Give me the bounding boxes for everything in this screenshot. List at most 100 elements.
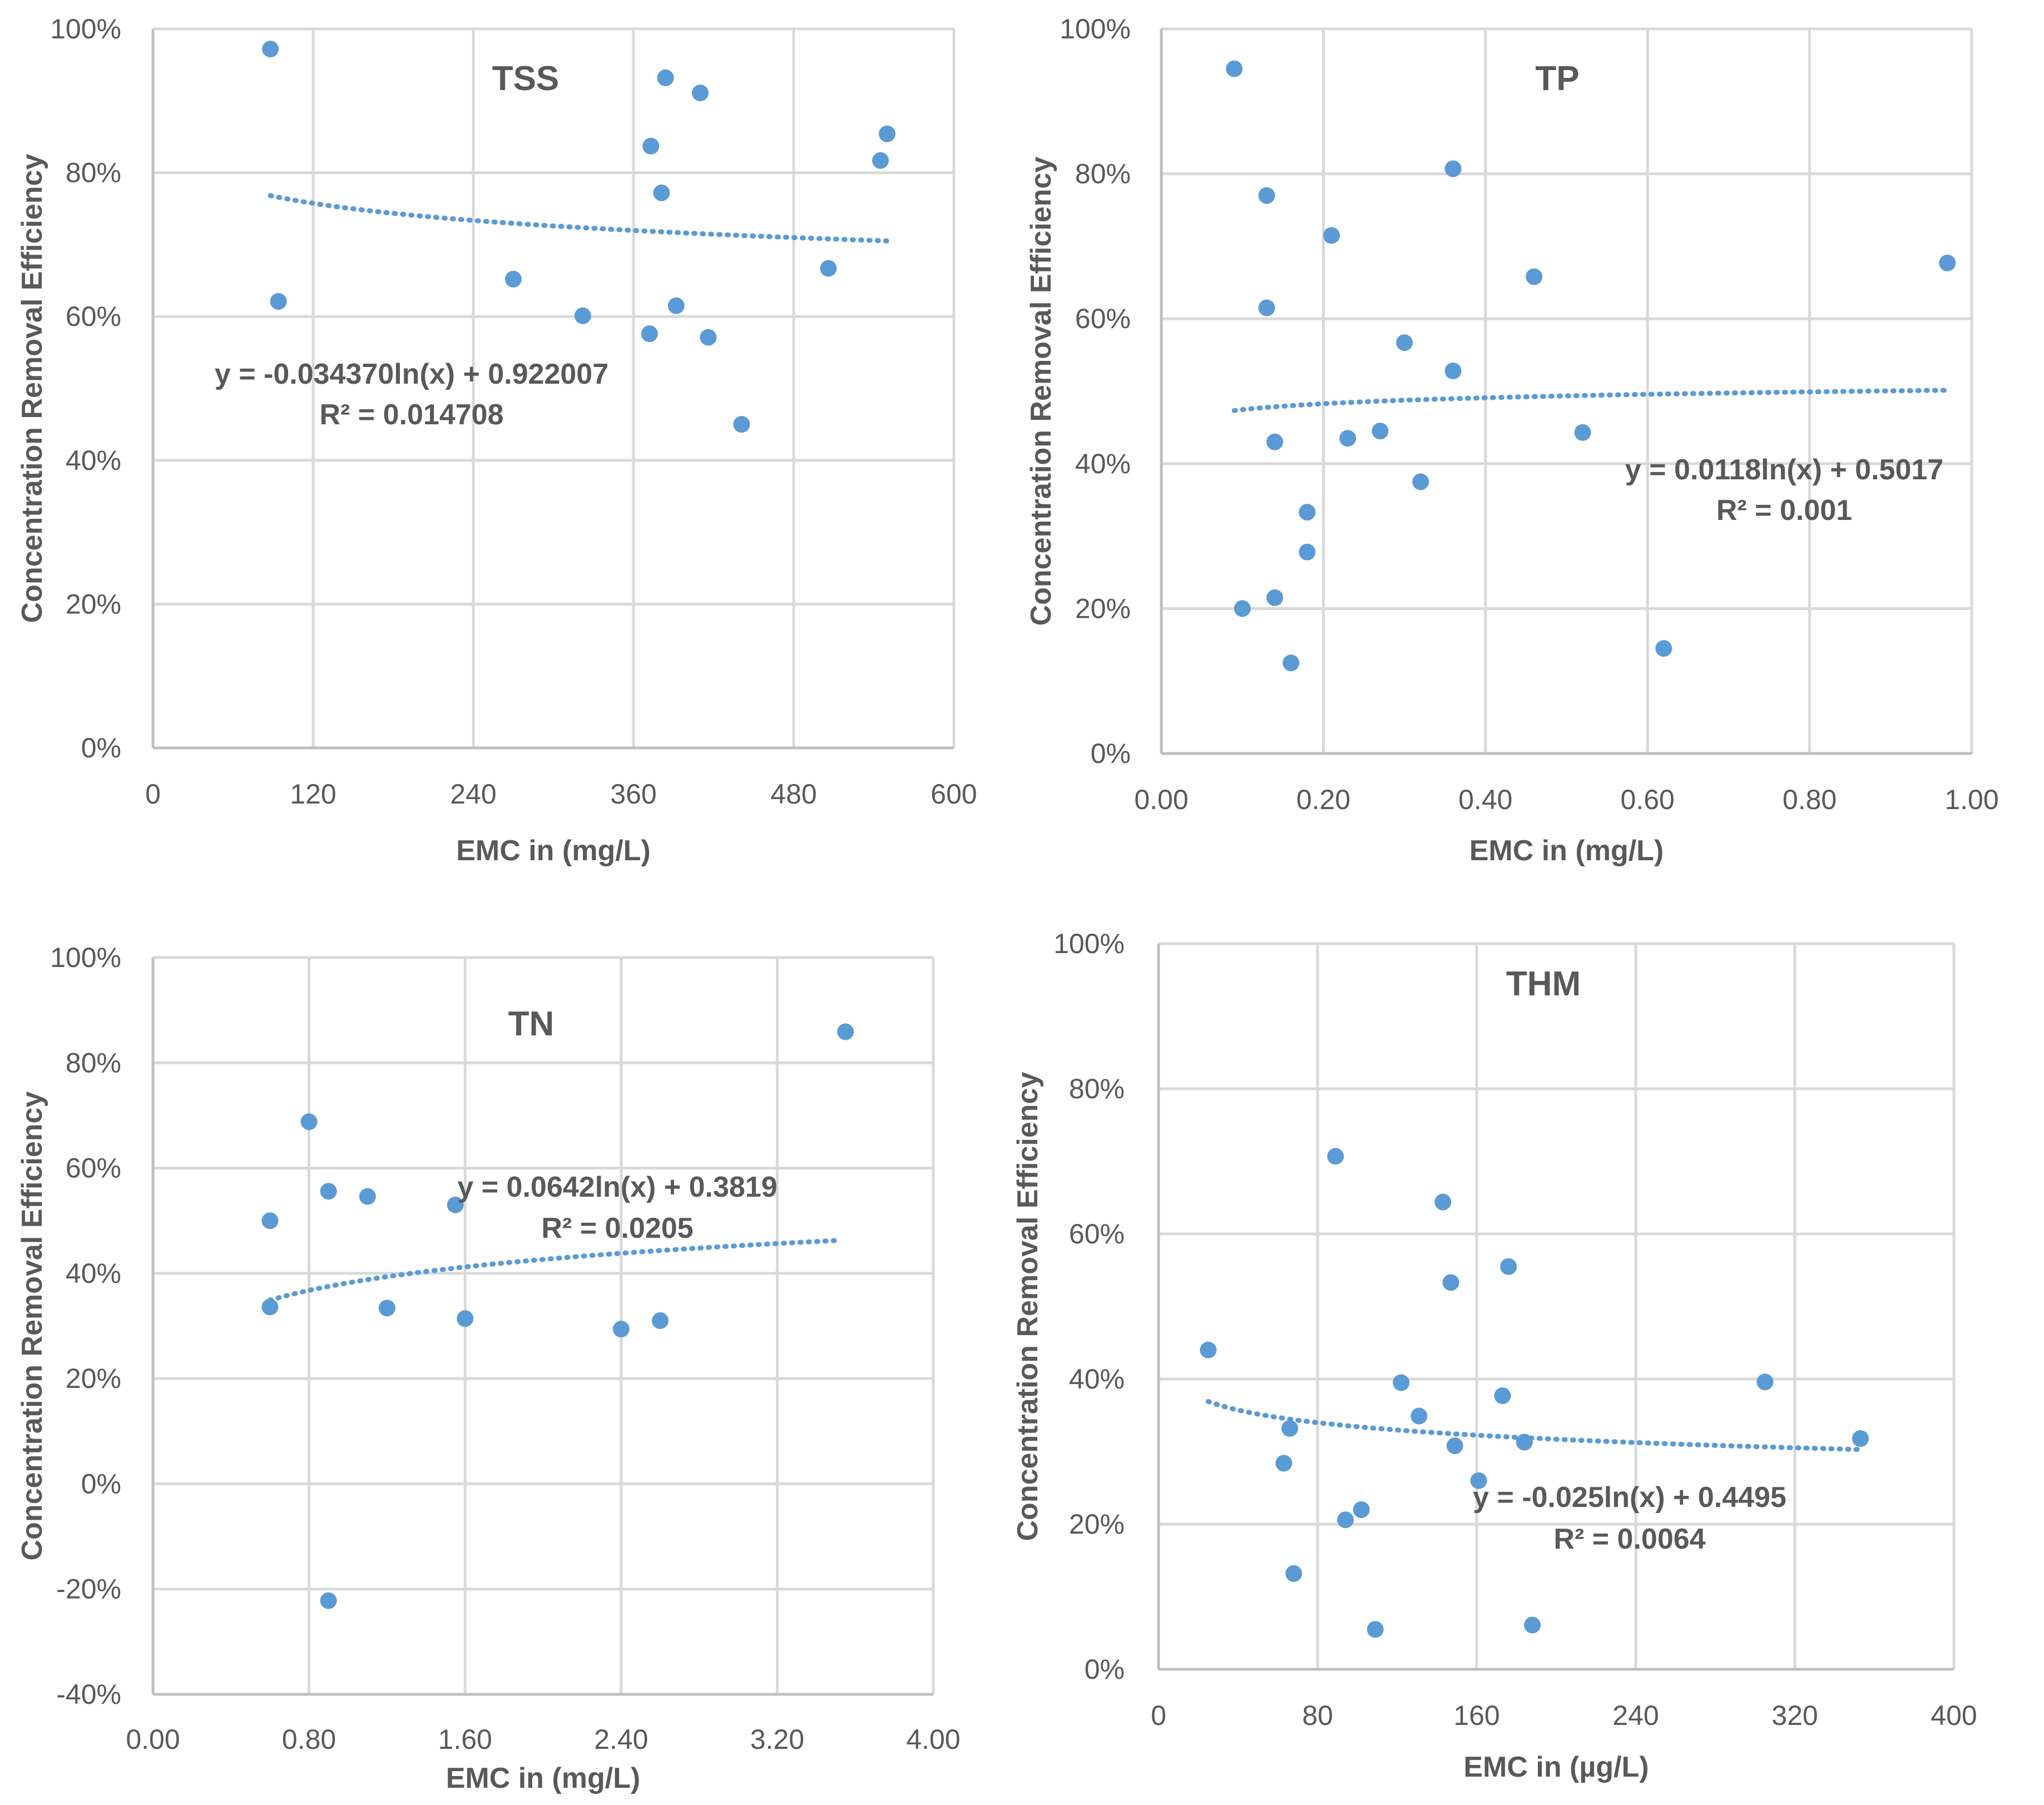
data-point [1275, 1455, 1293, 1472]
data-point [1285, 1565, 1303, 1582]
data-point [1200, 1341, 1217, 1358]
data-point [1281, 1420, 1298, 1437]
x-tick-label: 1.60 [438, 1724, 492, 1755]
data-point [1446, 1437, 1463, 1455]
data-point [733, 416, 750, 433]
x-axis-title: EMC in (µg/L) [1463, 1751, 1649, 1783]
data-point [1410, 1407, 1428, 1425]
data-point [1412, 473, 1429, 490]
data-point [1494, 1387, 1511, 1405]
x-axis-title: EMC in (mg/L) [456, 835, 651, 867]
y-tick-label: 60% [66, 301, 121, 332]
data-point [1266, 589, 1283, 606]
data-point [261, 1212, 279, 1229]
y-tick-label: 100% [50, 942, 121, 973]
chart-title: THM [1506, 965, 1581, 1003]
y-tick-label: 80% [1069, 1073, 1125, 1104]
data-point [320, 1592, 337, 1609]
y-tick-label: 0% [81, 732, 121, 763]
data-point [1444, 160, 1462, 177]
y-axis-title: Concentration Removal Efficiency [16, 1092, 48, 1561]
x-tick-label: 0.40 [1458, 784, 1512, 815]
data-point [1470, 1472, 1487, 1489]
x-tick-label: 0.80 [282, 1724, 336, 1755]
data-point [1327, 1148, 1344, 1165]
data-point [612, 1321, 630, 1338]
r-squared-label: R² = 0.0064 [1553, 1523, 1705, 1555]
trendline [1205, 1399, 1863, 1452]
data-point [1756, 1373, 1774, 1391]
y-tick-label: 60% [1075, 303, 1131, 334]
data-point [1574, 424, 1591, 441]
chart-title: TP [1535, 59, 1579, 98]
x-tick-label: 1.00 [1944, 784, 1998, 815]
trendline [1231, 388, 1950, 413]
data-point [505, 270, 522, 287]
data-point [837, 1023, 854, 1040]
trendline [268, 193, 890, 244]
data-point [667, 297, 685, 314]
y-tick-label: -40% [56, 1679, 121, 1710]
y-tick-label: 0% [1091, 738, 1131, 769]
data-point [1234, 600, 1251, 617]
y-tick-label: 40% [1069, 1363, 1125, 1395]
data-point [1939, 254, 1956, 271]
data-point [642, 137, 660, 155]
data-point [872, 152, 889, 169]
x-tick-label: 80 [1302, 1700, 1333, 1731]
x-tick-label: 3.20 [750, 1724, 804, 1755]
x-tick-label: 0.60 [1621, 784, 1675, 815]
data-point [261, 1298, 279, 1316]
data-point [1516, 1434, 1533, 1451]
data-point [378, 1300, 395, 1317]
data-point [1393, 1374, 1410, 1391]
trendline-equation: y = 0.0642ln(x) + 0.3819 [457, 1171, 777, 1203]
y-tick-label: 0% [1085, 1654, 1125, 1685]
data-point [820, 260, 837, 277]
y-tick-label: 60% [66, 1153, 121, 1184]
chart-tn: 0.00 0.80 1.60 2.40 3.20 4.00 -40% -20% 0% 20% 40%… [16, 942, 961, 1794]
y-tick-label: 100% [1060, 13, 1131, 44]
data-point [653, 184, 670, 201]
data-point [300, 1113, 318, 1130]
x-tick-label: 0.20 [1296, 784, 1350, 815]
r-squared-label: R² = 0.0205 [541, 1212, 693, 1244]
data-point [657, 69, 674, 86]
y-tick-label: 40% [1075, 448, 1131, 479]
x-tick-label: 360 [610, 778, 656, 810]
chart-tss: 0 120 240 360 480 600 0% 20% 40% 60% 80% 100% TSS EMC… [16, 13, 977, 867]
data-point [447, 1196, 464, 1213]
x-tick-label: 320 [1771, 1700, 1818, 1731]
data-point [1655, 640, 1672, 657]
data-point [1299, 543, 1316, 561]
data-point [692, 85, 709, 102]
data-point [1500, 1258, 1517, 1275]
x-tick-label: 0.00 [126, 1724, 180, 1755]
y-tick-label: 80% [1075, 158, 1131, 190]
data-point [879, 125, 895, 142]
y-tick-label: 60% [1069, 1218, 1125, 1249]
data-point [700, 329, 717, 346]
data-point [651, 1312, 669, 1330]
y-axis-title: Concentration Removal Efficiency [1012, 1072, 1044, 1541]
data-point [262, 41, 279, 58]
data-point [1283, 654, 1300, 672]
x-tick-label: 240 [1612, 1700, 1659, 1731]
y-tick-label: 100% [50, 13, 121, 44]
x-tick-label: 600 [931, 778, 977, 810]
data-point [1852, 1430, 1869, 1447]
trendline-equation: y = 0.0118ln(x) + 0.5017 [1625, 454, 1943, 486]
y-tick-label: 0% [81, 1468, 121, 1499]
x-tick-label: 0.80 [1783, 784, 1837, 815]
y-tick-label: 20% [66, 588, 121, 619]
y-axis-title: Concentration Removal Efficiency [1025, 157, 1057, 626]
x-tick-label: 2.40 [594, 1724, 648, 1755]
y-tick-label: 40% [66, 445, 121, 476]
data-point [1299, 504, 1316, 521]
data-point [1367, 1621, 1384, 1638]
x-tick-label: 4.00 [906, 1724, 960, 1755]
r-squared-label: R² = 0.001 [1716, 494, 1852, 527]
chart-tp: 0.00 0.20 0.40 0.60 0.80 1.00 0% 20% 40% 60% 80% 10… [1025, 13, 1999, 867]
trendline-equation: y = -0.025ln(x) + 0.4495 [1473, 1481, 1786, 1514]
